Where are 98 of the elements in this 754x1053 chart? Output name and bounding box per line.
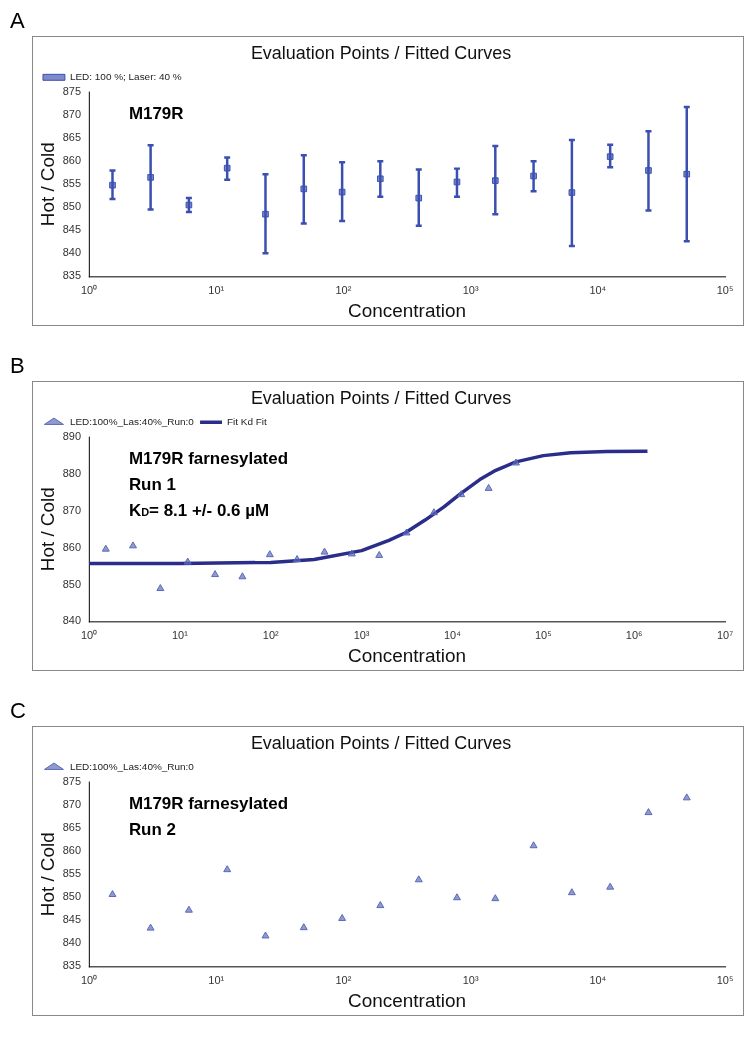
y-tick-label: 860	[62, 844, 82, 857]
y-tick-label: 860	[62, 154, 82, 167]
x-tick-label: 10⁴	[444, 628, 462, 641]
point	[512, 458, 520, 466]
point	[211, 570, 220, 578]
point	[223, 865, 232, 873]
y-tick-label: 840	[62, 614, 82, 627]
point	[457, 490, 466, 498]
x-tick-label: 10⁵	[716, 283, 734, 296]
point	[338, 913, 347, 921]
point	[606, 882, 615, 890]
y-tick-label: 865	[62, 821, 82, 834]
point	[293, 555, 302, 562]
point	[484, 483, 493, 491]
x-tick-label: 10⁷	[716, 628, 734, 641]
x-tick-label: 10⁴	[589, 283, 607, 296]
x-tick-label: 10⁰	[80, 283, 98, 296]
point	[402, 528, 411, 536]
x-axis-title: Concentration	[348, 644, 466, 666]
x-tick-label: 10⁰	[80, 973, 98, 986]
x-tick-label: 10³	[353, 628, 370, 641]
point	[156, 584, 165, 592]
point	[108, 890, 117, 898]
point	[682, 793, 691, 801]
x-tick-label: 10⁵	[716, 973, 734, 986]
point	[320, 547, 329, 555]
y-tick-label: 870	[62, 108, 82, 121]
y-axis-title: Hot / Cold	[36, 142, 58, 227]
x-tick-label: 10³	[462, 973, 479, 986]
annotation: M179R farnesylated	[128, 794, 289, 814]
x-tick-label: 10²	[262, 628, 279, 641]
y-tick-label: 850	[62, 577, 82, 590]
y-tick-label: 865	[62, 131, 82, 144]
point	[347, 549, 356, 557]
point	[238, 572, 247, 580]
y-tick-label: 840	[62, 246, 82, 259]
point	[129, 541, 137, 549]
x-tick-label: 10¹	[208, 973, 225, 986]
point	[429, 508, 438, 516]
x-tick-label: 10¹	[208, 283, 225, 296]
point	[183, 557, 192, 565]
y-tick-label: 835	[62, 269, 82, 282]
point	[414, 875, 423, 883]
y-tick-label: 875	[62, 775, 82, 788]
annotation: M179R farnesylated	[128, 449, 289, 469]
point	[299, 923, 308, 931]
point	[644, 808, 653, 816]
y-tick-label: 860	[62, 540, 82, 553]
point	[375, 550, 384, 558]
x-tick-label: 10⁶	[625, 628, 643, 641]
x-tick-label: 10⁴	[589, 973, 607, 986]
chart-title: Evaluation Points / Fitted Curves	[250, 387, 512, 408]
annotation: M179R	[128, 104, 184, 124]
x-tick-label: 10¹	[171, 628, 189, 641]
point	[376, 901, 385, 909]
legend-label: LED:100%_Las:40%_Run:0	[69, 416, 195, 428]
point	[184, 905, 193, 913]
x-axis-title: Concentration	[348, 989, 466, 1011]
point	[101, 544, 110, 552]
point	[567, 888, 576, 896]
y-tick-label: 835	[62, 959, 82, 972]
text: B	[10, 353, 25, 379]
x-tick-label: 10²	[335, 283, 352, 296]
y-tick-label: 840	[62, 936, 82, 949]
y-tick-label: 855	[62, 867, 82, 880]
y-tick-label: 870	[62, 798, 82, 811]
point	[261, 931, 270, 939]
text: A	[10, 8, 25, 34]
y-tick-label: 870	[62, 503, 82, 516]
annotation: Run 2	[128, 820, 176, 840]
y-tick-label: 845	[62, 913, 82, 926]
annotation: Run 1	[128, 475, 176, 495]
legend-label: LED: 100 %; Laser: 40 %	[69, 71, 182, 83]
y-tick-label: 875	[62, 85, 82, 98]
legend-label: Fit Kd Fit	[226, 416, 268, 428]
y-axis-title: Hot / Cold	[36, 487, 58, 572]
chart-title: Evaluation Points / Fitted Curves	[250, 732, 512, 753]
x-tick-label: 10⁰	[80, 628, 98, 641]
y-tick-label: 845	[62, 223, 82, 236]
point	[491, 894, 500, 902]
y-tick-label: 850	[62, 200, 82, 213]
text: C	[10, 698, 26, 724]
annotation: KD= 8.1 +/- 0.6 µM	[128, 500, 270, 520]
y-tick-label: 855	[62, 177, 82, 190]
point	[146, 923, 155, 931]
y-axis-title: Hot / Cold	[36, 832, 58, 917]
point	[265, 550, 274, 558]
x-tick-label: 10³	[462, 283, 479, 296]
x-tick-label: 10⁵	[534, 628, 552, 641]
chart-title: Evaluation Points / Fitted Curves	[250, 42, 512, 63]
y-tick-label: 850	[62, 890, 82, 903]
y-tick-label: 880	[62, 467, 82, 480]
y-tick-label: 890	[62, 430, 82, 443]
x-axis-title: Concentration	[348, 299, 466, 321]
point	[529, 841, 538, 849]
legend-label: LED:100%_Las:40%_Run:0	[69, 761, 195, 773]
x-tick-label: 10²	[335, 973, 352, 986]
point	[453, 893, 461, 901]
